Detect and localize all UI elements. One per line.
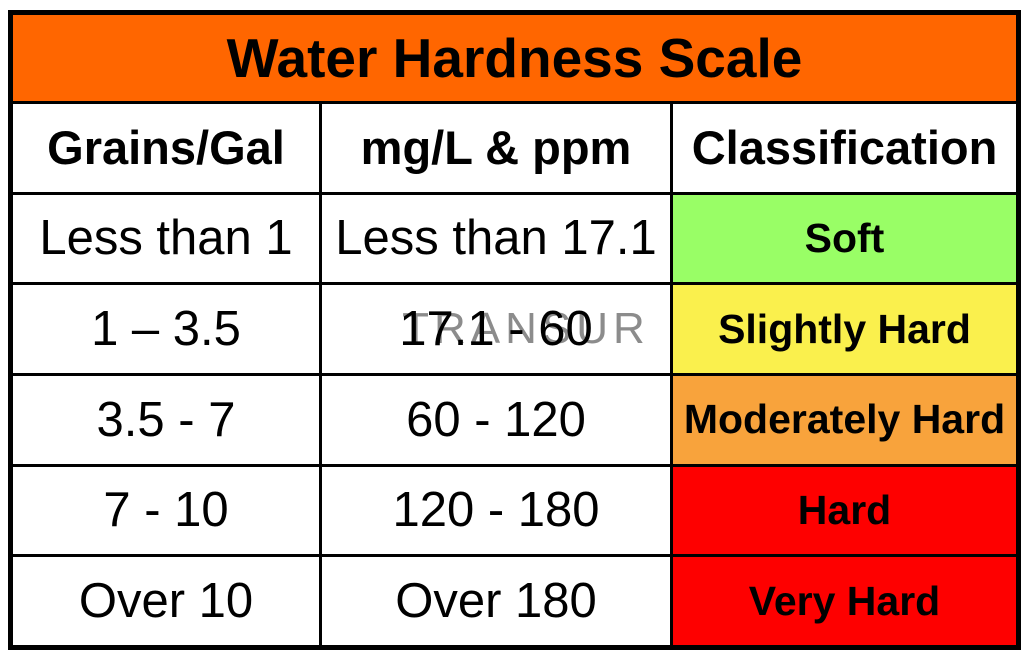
column-header-classification: Classification [673,104,1016,192]
classification-cell: Moderately Hard [673,375,1016,464]
mg-l-ppm-value: Over 180 [395,574,597,629]
mg-l-ppm-cell: TRANSUR 17.1 - 60 [322,285,670,373]
grains-per-gal-value: Over 10 [78,574,254,629]
grains-per-gal-value: 1 – 3.5 [91,302,241,357]
column-header-mg-l-ppm: mg/L & ppm [322,104,670,192]
grains-per-gal-value: Less than 1 [39,211,293,266]
mg-l-ppm-cell: Over 180 [322,557,670,645]
column-header-grains-per-gal: Grains/Gal [13,104,319,192]
classification-cell: Hard [673,466,1016,555]
classification-cell: Slightly Hard [673,285,1016,373]
water-hardness-table: Water Hardness Scale Grains/Gal mg/L & p… [8,10,1021,650]
grains-per-gal-cell: 1 – 3.5 [13,285,319,373]
table-title: Water Hardness Scale [13,15,1016,101]
grains-per-gal-cell: Over 10 [13,557,319,645]
mg-l-ppm-cell: 120 - 180 [322,466,670,555]
mg-l-ppm-cell: Less than 17.1 [322,194,670,283]
mg-l-ppm-value: 17.1 - 60 [399,302,593,357]
mg-l-ppm-value: 60 - 120 [406,392,586,447]
grains-per-gal-value: 3.5 - 7 [96,392,236,447]
mg-l-ppm-value: 120 - 180 [392,483,600,538]
grains-per-gal-cell: 7 - 10 [13,466,319,555]
grains-per-gal-value: 7 - 10 [103,483,229,538]
mg-l-ppm-value: Less than 17.1 [335,211,657,266]
classification-cell: Very Hard [673,557,1016,645]
grains-per-gal-cell: Less than 1 [13,194,319,283]
classification-cell: Soft [673,194,1016,283]
grains-per-gal-cell: 3.5 - 7 [13,375,319,464]
mg-l-ppm-cell: 60 - 120 [322,375,670,464]
